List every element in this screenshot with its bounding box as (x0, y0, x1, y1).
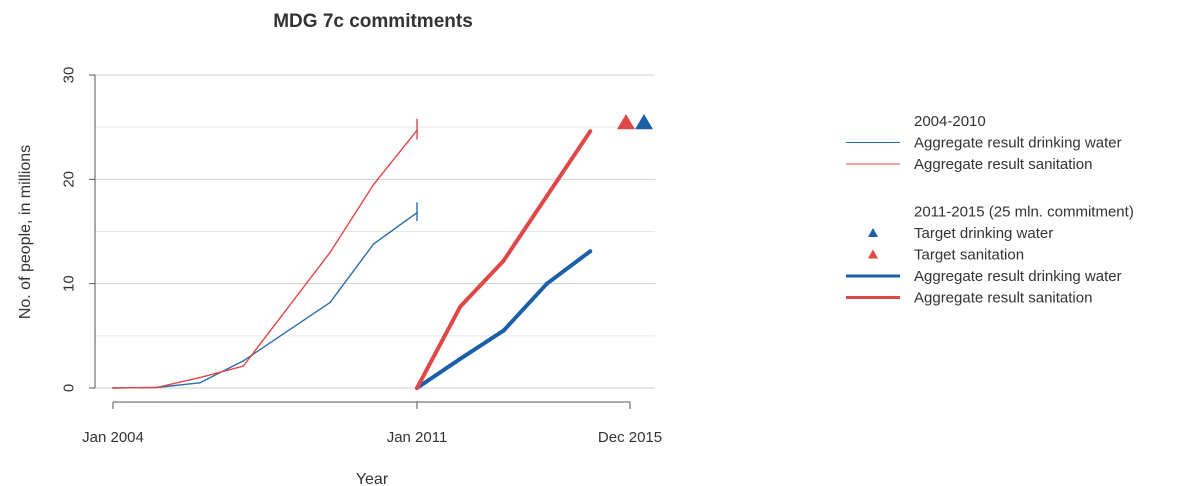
gridlines (95, 74, 655, 389)
y-tick-label: 10 (60, 275, 77, 292)
data-point (501, 258, 506, 263)
data-point (544, 281, 549, 286)
legend-label: Aggregate result sanitation (914, 156, 1092, 173)
series-line-2 (415, 249, 593, 390)
series-layer (112, 118, 593, 390)
data-point (458, 356, 463, 361)
x-tick-label: Jan 2011 (387, 429, 448, 446)
y-tick-label: 0 (60, 384, 77, 392)
legend-label: Aggregate result drinking water (914, 268, 1122, 285)
data-point (372, 243, 375, 245)
data-point (544, 194, 549, 199)
y-tick-label: 20 (60, 171, 77, 188)
data-point (501, 328, 506, 333)
target-marker (635, 113, 653, 130)
y-axis-label: No. of people, in millions (17, 145, 34, 319)
data-point (588, 249, 593, 254)
data-point (155, 386, 158, 389)
legend-heading: 2011-2015 (25 mln. commitment) (914, 204, 1134, 221)
data-point (458, 304, 463, 309)
legend-label: Target drinking water (914, 225, 1053, 242)
y-axis: 0 10 20 30 (60, 67, 96, 392)
legend-label: Aggregate result sanitation (914, 290, 1092, 307)
data-point (242, 365, 245, 367)
data-point (329, 251, 331, 254)
x-axis: Jan 2004 Jan 2011 Dec 2015 (82, 401, 662, 446)
legend: 2004-2010 Aggregate result drinking water… (846, 113, 1134, 307)
x-axis-label: Year (356, 471, 389, 486)
data-point (588, 129, 593, 134)
x-tick-label: Dec 2015 (598, 429, 662, 446)
series-line-1 (112, 129, 418, 389)
data-point (415, 386, 419, 390)
target-marker (617, 113, 635, 130)
legend-label: Target sanitation (914, 247, 1024, 264)
data-point (372, 183, 375, 186)
legend-symbol (868, 228, 878, 237)
legend-heading: 2004-2010 (914, 113, 986, 130)
legend-symbol (868, 249, 878, 259)
data-point (199, 381, 201, 384)
series-line-0 (112, 211, 418, 389)
data-point (329, 301, 331, 304)
chart-title: MDG 7c commitments (273, 11, 473, 32)
data-point (112, 387, 114, 389)
target-layer (617, 113, 653, 130)
legend-label: Aggregate result drinking water (914, 135, 1122, 152)
y-tick-label: 30 (60, 67, 77, 84)
data-point (242, 360, 245, 362)
data-point (199, 376, 201, 379)
x-tick-label: Jan 2004 (82, 429, 144, 446)
